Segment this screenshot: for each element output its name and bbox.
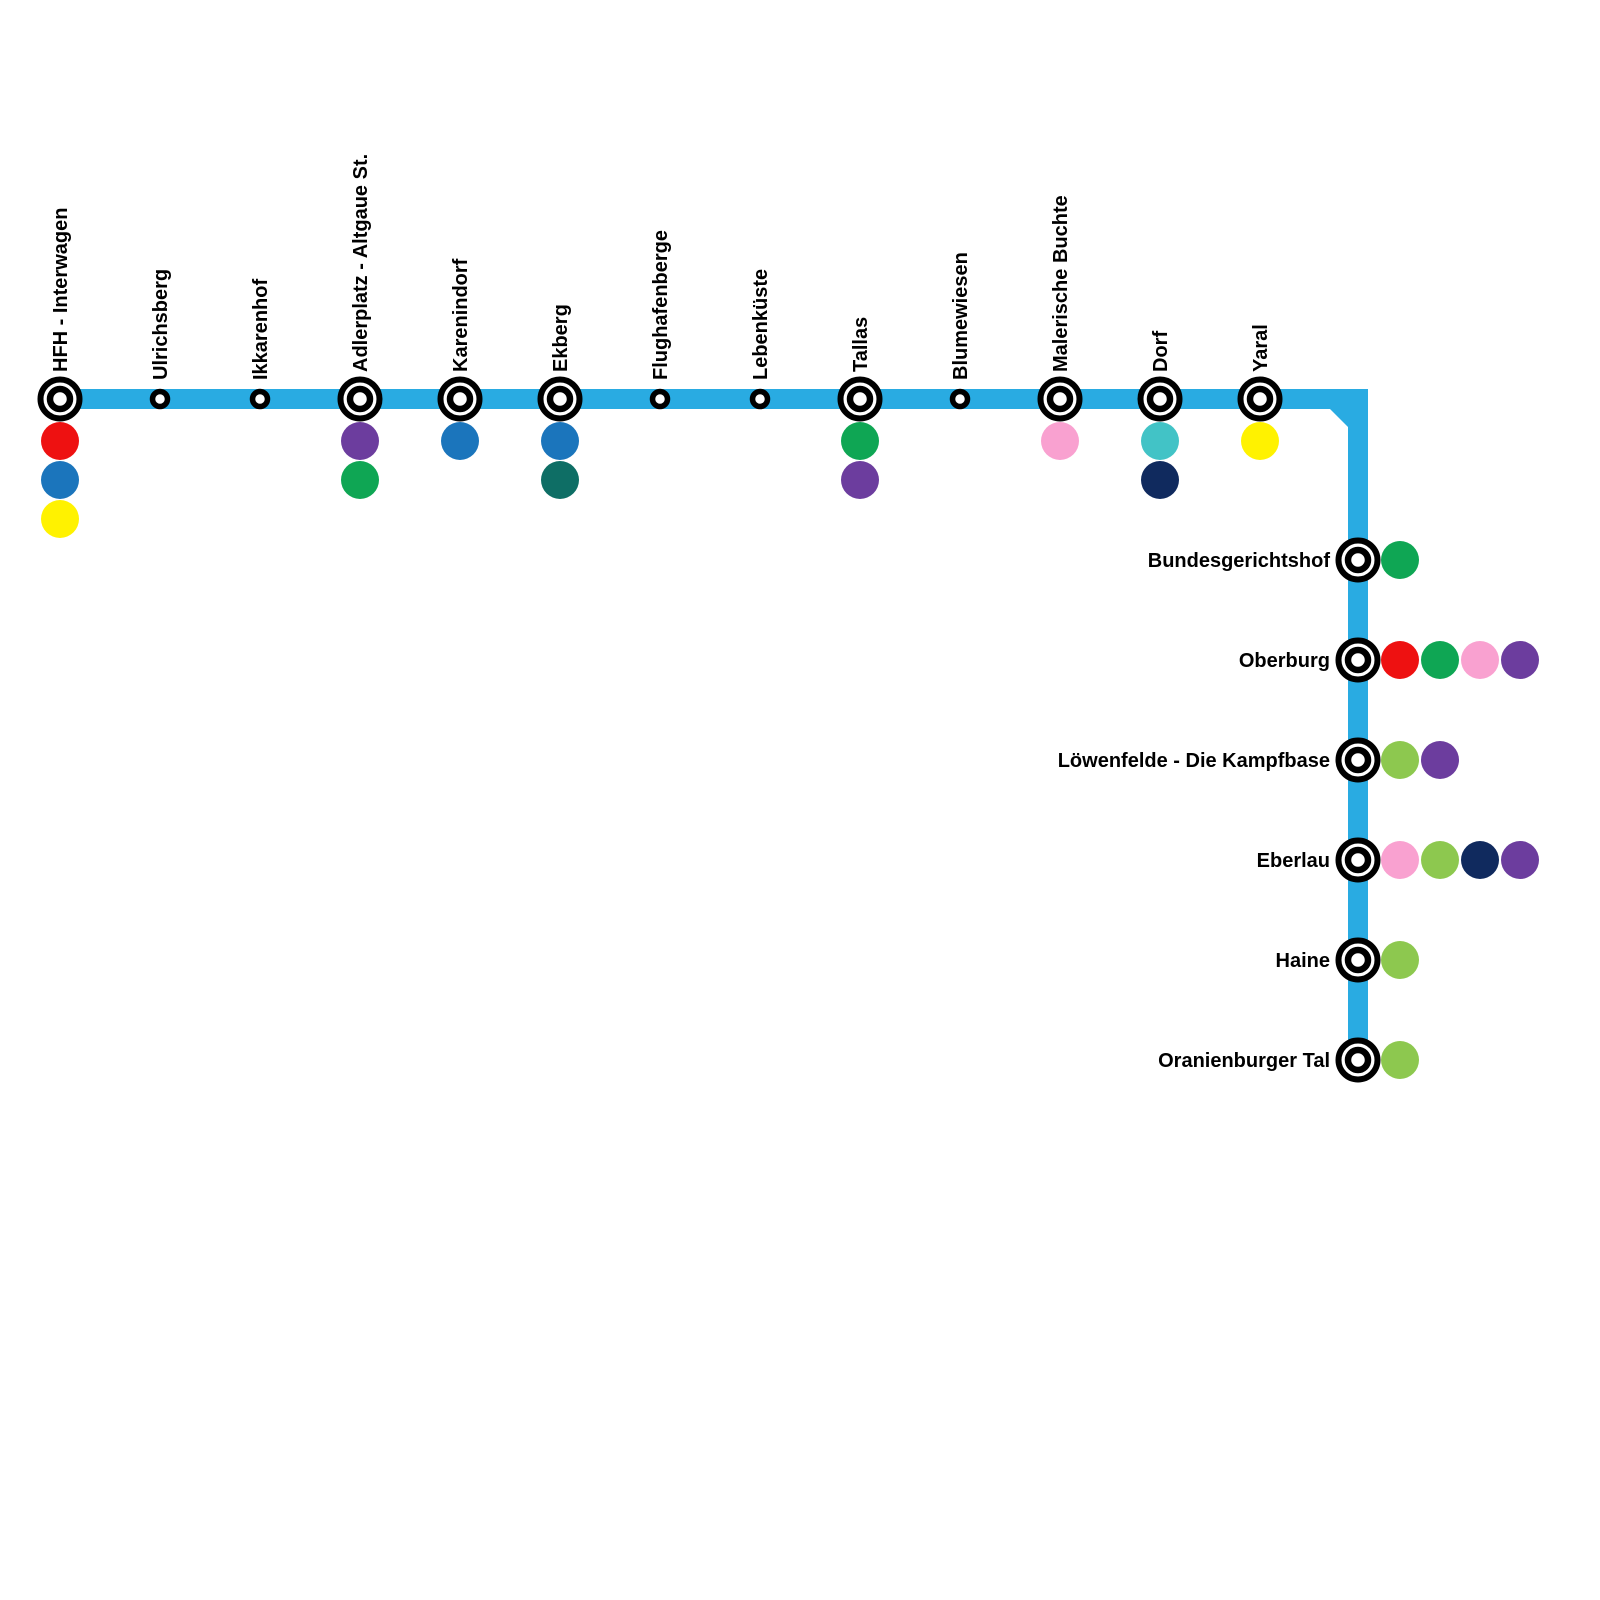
- connection-dot-lightgreen: [1381, 741, 1419, 779]
- connection-dot-green: [1421, 641, 1459, 679]
- station-label: Löwenfelde - Die Kampfbase: [1058, 750, 1330, 772]
- interchange-marker-inner-ring: [846, 385, 874, 413]
- connection-dot-pink: [1461, 641, 1499, 679]
- station-haine: Haine: [1276, 937, 1419, 983]
- station-dorf: Dorf: [1137, 331, 1183, 499]
- station-label: Bundesgerichtshof: [1148, 550, 1331, 572]
- interchange-marker-inner-ring: [1344, 546, 1372, 574]
- interchange-marker-inner-ring: [546, 385, 574, 413]
- station-lebenk-ste: Lebenküste: [749, 269, 772, 410]
- connection-dot-green: [341, 461, 379, 499]
- station-label: Ekberg: [550, 304, 572, 372]
- interchange-marker-inner-ring: [1146, 385, 1174, 413]
- station-label: Oberburg: [1239, 650, 1330, 672]
- interchange-marker-inner-ring: [1344, 1046, 1372, 1074]
- station-malerische-buchte: Malerische Buchte: [1037, 195, 1083, 460]
- interchange-marker-inner-ring: [46, 385, 74, 413]
- connection-dot-blue: [541, 422, 579, 460]
- station-label: Karenindorf: [450, 258, 472, 372]
- station-label: Eberlau: [1257, 850, 1330, 872]
- station-flughafenberge: Flughafenberge: [649, 230, 672, 410]
- station-label: Oranienburger Tal: [1158, 1050, 1330, 1072]
- station-karenindorf: Karenindorf: [437, 258, 483, 460]
- station-label: Blumewiesen: [950, 252, 972, 380]
- station-label: Tallas: [850, 317, 872, 372]
- connection-dot-green: [841, 422, 879, 460]
- connection-dot-lightgreen: [1421, 841, 1459, 879]
- station-label: Dorf: [1150, 331, 1172, 372]
- station-label: Malerische Buchte: [1050, 195, 1072, 372]
- station-blumewiesen: Blumewiesen: [949, 252, 972, 410]
- station-label: Flughafenberge: [650, 230, 672, 380]
- connection-dot-purple: [841, 461, 879, 499]
- station-label: Haine: [1276, 950, 1330, 972]
- connection-dot-lightgreen: [1381, 941, 1419, 979]
- station-eberlau: Eberlau: [1257, 837, 1539, 883]
- station-ikkarenhof: Ikkarenhof: [249, 279, 272, 410]
- stop-marker: [149, 388, 171, 410]
- station-ulrichsberg: Ulrichsberg: [149, 269, 172, 410]
- station-label: Adlerplatz - Altgaue St.: [350, 154, 372, 372]
- station-label: Lebenküste: [750, 269, 772, 380]
- connection-dot-red: [1381, 641, 1419, 679]
- station-oranienburger-tal: Oranienburger Tal: [1158, 1037, 1419, 1083]
- connection-dot-blue: [41, 461, 79, 499]
- connection-dot-pink: [1041, 422, 1079, 460]
- stop-marker: [749, 388, 771, 410]
- interchange-marker-inner-ring: [1046, 385, 1074, 413]
- station-oberburg: Oberburg: [1239, 637, 1539, 683]
- connection-dot-yellow: [1241, 422, 1279, 460]
- stop-marker: [249, 388, 271, 410]
- connection-dot-purple: [1421, 741, 1459, 779]
- station-label: HFH - Interwagen: [50, 208, 72, 372]
- connection-dot-purple: [1501, 841, 1539, 879]
- connection-dot-purple: [1501, 641, 1539, 679]
- station-hfh-interwagen: HFH - Interwagen: [37, 208, 83, 538]
- interchange-marker-inner-ring: [1344, 946, 1372, 974]
- interchange-marker-inner-ring: [346, 385, 374, 413]
- connection-dot-blue: [441, 422, 479, 460]
- station-bundesgerichtshof: Bundesgerichtshof: [1148, 537, 1419, 583]
- connection-dot-teal: [541, 461, 579, 499]
- station-adlerplatz-altgaue-st: Adlerplatz - Altgaue St.: [337, 154, 383, 499]
- interchange-marker-inner-ring: [1344, 746, 1372, 774]
- interchange-marker-inner-ring: [446, 385, 474, 413]
- connection-dot-pink: [1381, 841, 1419, 879]
- stop-marker: [949, 388, 971, 410]
- connection-dot-red: [41, 422, 79, 460]
- station-label: Ikkarenhof: [250, 279, 272, 380]
- connection-dot-navy: [1141, 461, 1179, 499]
- connection-dot-lightgreen: [1381, 1041, 1419, 1079]
- station-yaral: Yaral: [1237, 324, 1283, 460]
- interchange-marker-inner-ring: [1344, 846, 1372, 874]
- connection-dot-turquoise: [1141, 422, 1179, 460]
- station-label: Ulrichsberg: [150, 269, 172, 380]
- station-l-wenfelde-die-kampfbase: Löwenfelde - Die Kampfbase: [1058, 737, 1459, 783]
- station-label: Yaral: [1250, 324, 1272, 372]
- connection-dot-purple: [341, 422, 379, 460]
- stop-marker: [649, 388, 671, 410]
- interchange-marker-inner-ring: [1246, 385, 1274, 413]
- interchange-marker-inner-ring: [1344, 646, 1372, 674]
- connection-dot-yellow: [41, 500, 79, 538]
- connection-dot-green: [1381, 541, 1419, 579]
- connection-dot-navy: [1461, 841, 1499, 879]
- station-tallas: Tallas: [837, 317, 883, 499]
- station-ekberg: Ekberg: [537, 304, 583, 499]
